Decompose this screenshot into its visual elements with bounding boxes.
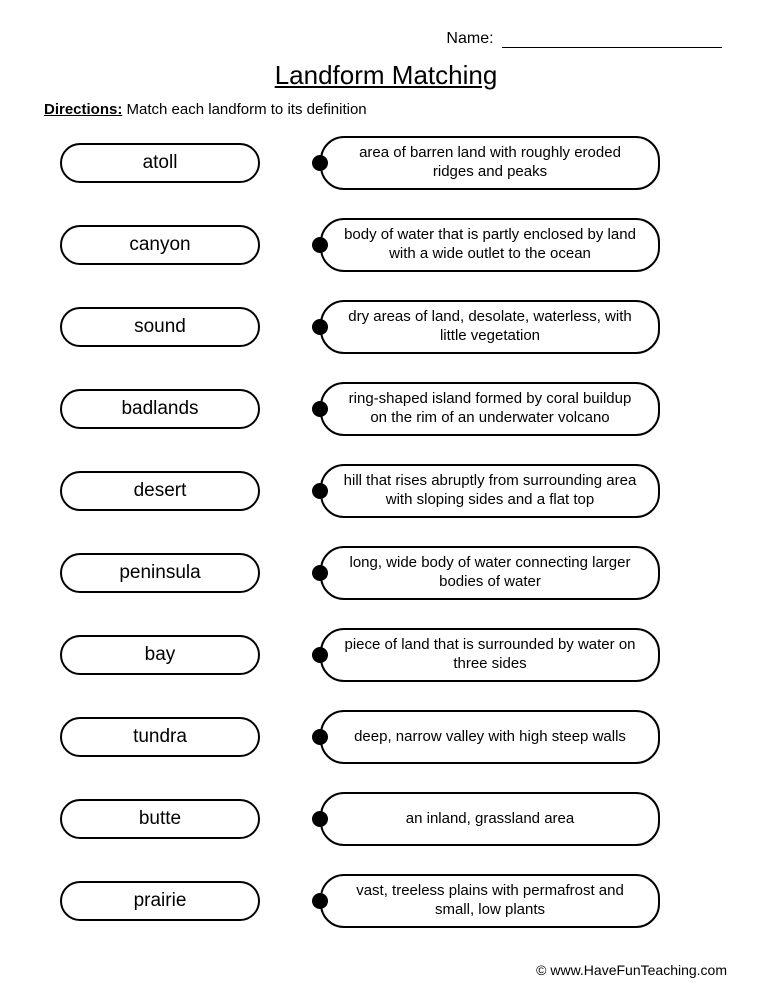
definition-text: ring-shaped island formed by coral build… xyxy=(340,390,640,428)
connector-dot-icon[interactable] xyxy=(312,565,328,581)
definition-text: body of water that is partly enclosed by… xyxy=(340,226,640,264)
connector-dot-icon[interactable] xyxy=(312,237,328,253)
matching-row: sound dry areas of land, desolate, water… xyxy=(60,300,732,354)
name-label: Name: xyxy=(446,30,493,47)
matching-row: desert hill that rises abruptly from sur… xyxy=(60,464,732,518)
connector-dot-icon[interactable] xyxy=(312,155,328,171)
connector-dot-icon[interactable] xyxy=(312,401,328,417)
term-label: canyon xyxy=(129,234,190,256)
term-label: badlands xyxy=(121,398,198,420)
definition-wrap: an inland, grassland area xyxy=(320,792,660,846)
matching-row: tundra deep, narrow valley with high ste… xyxy=(60,710,732,764)
definition-text: piece of land that is surrounded by wate… xyxy=(340,636,640,674)
definition-wrap: area of barren land with roughly eroded … xyxy=(320,136,660,190)
name-field: Name: xyxy=(40,30,732,48)
connector-dot-icon[interactable] xyxy=(312,647,328,663)
worksheet-title: Landform Matching xyxy=(40,60,732,91)
term-box[interactable]: badlands xyxy=(60,389,260,429)
term-box[interactable]: desert xyxy=(60,471,260,511)
term-box[interactable]: butte xyxy=(60,799,260,839)
term-box[interactable]: sound xyxy=(60,307,260,347)
connector-dot-icon[interactable] xyxy=(312,483,328,499)
matching-row: atoll area of barren land with roughly e… xyxy=(60,136,732,190)
term-label: bay xyxy=(145,644,176,666)
matching-row: prairie vast, treeless plains with perma… xyxy=(60,874,732,928)
term-box[interactable]: canyon xyxy=(60,225,260,265)
definition-wrap: long, wide body of water connecting larg… xyxy=(320,546,660,600)
term-label: prairie xyxy=(134,890,187,912)
definition-box[interactable]: body of water that is partly enclosed by… xyxy=(320,218,660,272)
matching-row: canyon body of water that is partly encl… xyxy=(60,218,732,272)
definition-text: an inland, grassland area xyxy=(406,810,574,829)
definition-text: hill that rises abruptly from surroundin… xyxy=(340,472,640,510)
definition-text: dry areas of land, desolate, waterless, … xyxy=(340,308,640,346)
directions-label: Directions: xyxy=(44,101,122,118)
matching-row: peninsula long, wide body of water conne… xyxy=(60,546,732,600)
term-box[interactable]: prairie xyxy=(60,881,260,921)
term-box[interactable]: atoll xyxy=(60,143,260,183)
term-box[interactable]: tundra xyxy=(60,717,260,757)
matching-rows: atoll area of barren land with roughly e… xyxy=(40,136,732,928)
definition-wrap: hill that rises abruptly from surroundin… xyxy=(320,464,660,518)
definition-text: vast, treeless plains with permafrost an… xyxy=(340,882,640,920)
definition-wrap: deep, narrow valley with high steep wall… xyxy=(320,710,660,764)
definition-wrap: ring-shaped island formed by coral build… xyxy=(320,382,660,436)
definition-box[interactable]: long, wide body of water connecting larg… xyxy=(320,546,660,600)
definition-box[interactable]: vast, treeless plains with permafrost an… xyxy=(320,874,660,928)
definition-wrap: piece of land that is surrounded by wate… xyxy=(320,628,660,682)
directions: Directions: Match each landform to its d… xyxy=(40,101,732,118)
definition-text: long, wide body of water connecting larg… xyxy=(340,554,640,592)
connector-dot-icon[interactable] xyxy=(312,811,328,827)
matching-row: bay piece of land that is surrounded by … xyxy=(60,628,732,682)
definition-box[interactable]: hill that rises abruptly from surroundin… xyxy=(320,464,660,518)
term-box[interactable]: bay xyxy=(60,635,260,675)
matching-row: butte an inland, grassland area xyxy=(60,792,732,846)
term-label: butte xyxy=(139,808,181,830)
definition-box[interactable]: dry areas of land, desolate, waterless, … xyxy=(320,300,660,354)
connector-dot-icon[interactable] xyxy=(312,319,328,335)
directions-text: Match each landform to its definition xyxy=(122,101,366,118)
definition-wrap: body of water that is partly enclosed by… xyxy=(320,218,660,272)
definition-box[interactable]: ring-shaped island formed by coral build… xyxy=(320,382,660,436)
term-box[interactable]: peninsula xyxy=(60,553,260,593)
matching-row: badlands ring-shaped island formed by co… xyxy=(60,382,732,436)
definition-text: area of barren land with roughly eroded … xyxy=(340,144,640,182)
definition-box[interactable]: an inland, grassland area xyxy=(320,792,660,846)
definition-box[interactable]: piece of land that is surrounded by wate… xyxy=(320,628,660,682)
connector-dot-icon[interactable] xyxy=(312,893,328,909)
definition-box[interactable]: area of barren land with roughly eroded … xyxy=(320,136,660,190)
definition-wrap: dry areas of land, desolate, waterless, … xyxy=(320,300,660,354)
term-label: sound xyxy=(134,316,186,338)
footer-credit: © www.HaveFunTeaching.com xyxy=(536,962,727,978)
term-label: atoll xyxy=(143,152,178,174)
definition-wrap: vast, treeless plains with permafrost an… xyxy=(320,874,660,928)
definition-text: deep, narrow valley with high steep wall… xyxy=(354,728,626,747)
name-blank-line[interactable] xyxy=(502,47,722,48)
term-label: desert xyxy=(134,480,187,502)
term-label: peninsula xyxy=(119,562,200,584)
connector-dot-icon[interactable] xyxy=(312,729,328,745)
definition-box[interactable]: deep, narrow valley with high steep wall… xyxy=(320,710,660,764)
term-label: tundra xyxy=(133,726,187,748)
